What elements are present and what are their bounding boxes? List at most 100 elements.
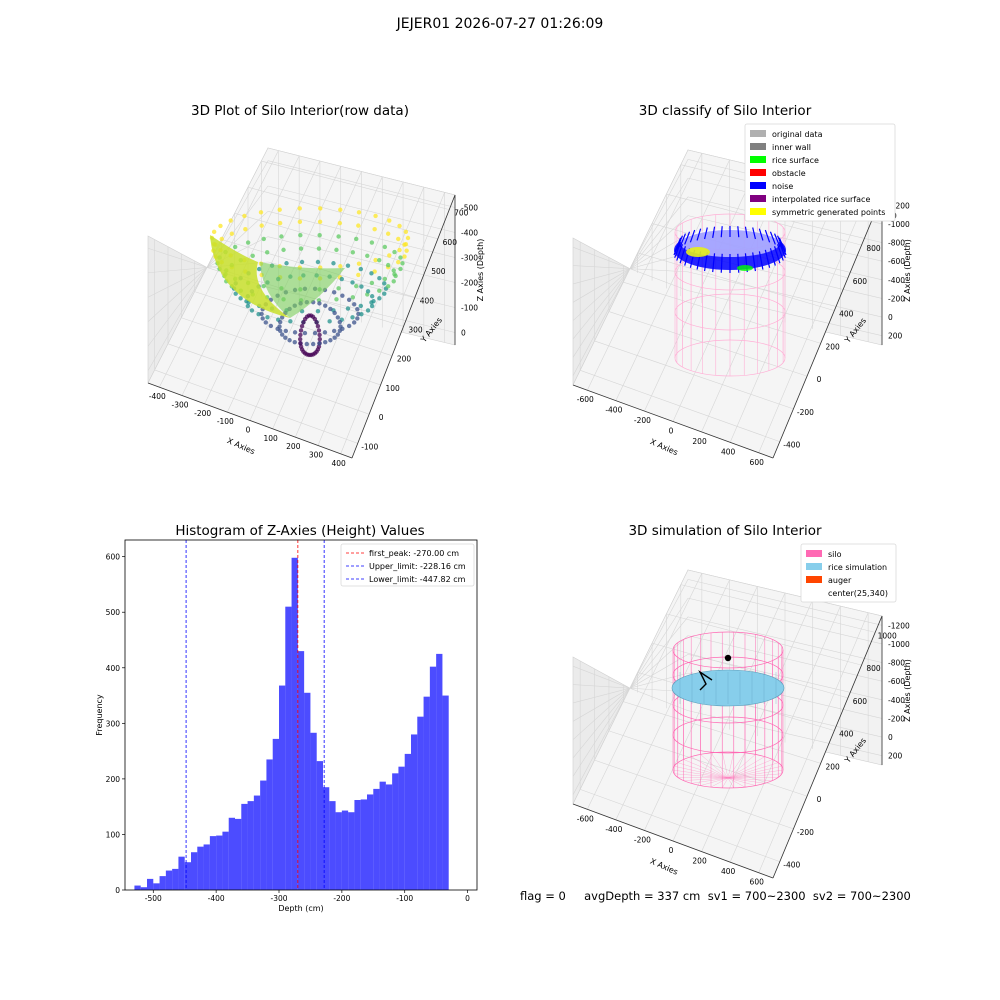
legend-swatch	[750, 182, 766, 189]
x-tick-label: -400	[605, 825, 622, 834]
histogram-bar	[310, 732, 317, 890]
z-tick-label: -1200	[888, 201, 910, 210]
z-tick-label: 200	[888, 752, 903, 761]
x-tick-label: -200	[634, 835, 651, 844]
histogram-bar	[165, 870, 173, 890]
x-tick-label: 600	[750, 458, 765, 467]
z-tick-label: -200	[461, 279, 478, 288]
z-tick-label: -300	[461, 254, 478, 263]
histogram-bar	[241, 803, 248, 890]
histogram-bar	[153, 883, 160, 890]
z-tick-label: -1200	[888, 621, 910, 630]
y-tick-label: 300	[106, 719, 121, 728]
x-tick-label: 0	[669, 846, 674, 855]
histogram-bar	[423, 696, 430, 890]
x-tick-label: 400	[721, 867, 736, 876]
y-tick-label: 200	[826, 762, 841, 771]
legend-swatch	[750, 143, 766, 150]
histogram-bar	[235, 818, 242, 890]
z-tick-label: -100	[461, 304, 478, 313]
plot-frame	[124, 539, 478, 891]
y-tick-label: 600	[853, 277, 868, 286]
legend-label: silo	[828, 550, 842, 559]
legend-swatch	[750, 156, 766, 163]
y-axis-label: Frequency	[95, 694, 104, 736]
x-tick-label: 400	[721, 447, 736, 456]
x-tick-label: -200	[333, 894, 350, 903]
histogram-bar	[367, 794, 374, 890]
histogram-bar	[197, 846, 204, 890]
y-tick-label: 800	[866, 664, 881, 673]
z-tick-label: -400	[461, 229, 478, 238]
simulation-plot-title: 3D simulation of Silo Interior	[628, 523, 822, 539]
z-tick-label: -600	[888, 677, 905, 686]
x-tick-label: -100	[396, 894, 413, 903]
histogram-bar	[134, 885, 141, 890]
histogram-legend: first_peak: -270.00 cm Upper_limit: -228.…	[340, 543, 475, 587]
histogram-title: Histogram of Z-Axies (Height) Values	[175, 523, 425, 539]
legend-swatch	[806, 563, 822, 570]
histogram-bar	[209, 836, 217, 890]
x-tick-label: 100	[264, 434, 279, 443]
classify-legend: original data inner wall rice surface obsta…	[744, 123, 896, 222]
legend-swatch	[750, 195, 766, 202]
legend-swatch	[750, 169, 766, 176]
x-tick-label: 0	[246, 426, 251, 435]
y-tick-label: 0	[115, 886, 120, 895]
z-tick-label: -800	[888, 239, 905, 248]
histogram-bar	[341, 810, 349, 890]
y-tick-label: -100	[361, 442, 378, 451]
histogram-bar	[335, 812, 342, 890]
y-tick-label: 600	[443, 238, 458, 247]
z-tick-label: 0	[888, 313, 893, 322]
x-tick-label: -400	[605, 406, 622, 415]
histogram-bar	[392, 773, 399, 890]
y-tick-label: 0	[379, 413, 384, 422]
z-tick-label: -400	[888, 276, 905, 285]
x-tick-label: 400	[332, 459, 347, 468]
histogram-bar	[253, 795, 261, 890]
z-tick-label: -400	[888, 696, 905, 705]
y-tick-label: 0	[817, 795, 822, 804]
z-tick-label: 0	[888, 733, 893, 742]
classify-cylinder	[673, 213, 787, 377]
z-tick-label: 0	[461, 329, 466, 338]
x-tick-label: 200	[692, 857, 707, 866]
z-tick-label: -800	[888, 659, 905, 668]
figure-title: JEJER01 2026-07-27 01:26:09	[396, 16, 604, 32]
legend-swatch	[750, 130, 766, 137]
x-tick-label: 300	[309, 451, 324, 460]
histogram-bar	[140, 887, 147, 890]
histogram-bar	[373, 788, 380, 890]
legend-label: auger	[828, 576, 852, 585]
histogram-bar	[417, 716, 424, 890]
histogram-bar	[285, 606, 292, 890]
y-tick-label: 600	[106, 553, 121, 562]
z-axis-label: Z Axies (Depth)	[903, 239, 912, 302]
z-tick-label: -1000	[888, 640, 910, 649]
y-tick-label: -400	[783, 861, 800, 870]
histogram-bar	[385, 784, 393, 890]
histogram-bar	[297, 651, 305, 890]
histogram-bar	[222, 831, 229, 890]
y-tick-label: 100	[385, 384, 400, 393]
y-tick-label: 1000	[878, 631, 897, 640]
x-axis-label: X Axies	[649, 857, 680, 877]
legend-label: original data	[772, 130, 823, 139]
z-tick-label: -200	[888, 294, 905, 303]
x-tick-label: -600	[577, 395, 594, 404]
x-tick-label: -300	[270, 894, 287, 903]
y-tick-label: 200	[106, 775, 121, 784]
histogram-bar	[178, 856, 185, 890]
legend-label: obstacle	[772, 169, 806, 178]
x-axis-label: Depth (cm)	[278, 904, 323, 913]
y-tick-label: 500	[431, 267, 446, 276]
x-tick-label: 0	[465, 894, 470, 903]
center-marker	[724, 654, 732, 662]
histogram-bar	[379, 781, 386, 890]
histogram-bar	[159, 876, 166, 890]
x-axis-label: X Axies	[226, 436, 257, 456]
histogram-bar	[172, 868, 179, 890]
histogram-bar	[329, 801, 336, 890]
